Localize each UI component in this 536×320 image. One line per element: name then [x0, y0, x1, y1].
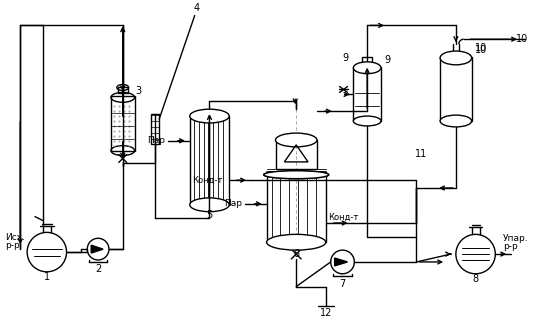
Ellipse shape — [440, 51, 472, 65]
Bar — [353, 67, 381, 121]
Bar — [440, 57, 472, 121]
Text: 9: 9 — [343, 53, 348, 63]
Polygon shape — [91, 245, 103, 253]
Bar — [111, 96, 135, 151]
Bar — [118, 87, 128, 93]
Text: 9: 9 — [384, 55, 390, 65]
Text: 10: 10 — [474, 45, 487, 55]
Text: 1: 1 — [44, 272, 50, 282]
Bar — [266, 172, 326, 242]
Bar — [151, 114, 159, 144]
Text: 10: 10 — [516, 34, 528, 44]
Bar — [276, 140, 317, 169]
Ellipse shape — [353, 116, 381, 126]
Ellipse shape — [190, 109, 229, 123]
Text: Пар: Пар — [224, 199, 242, 208]
Ellipse shape — [353, 62, 381, 74]
Text: Исх.: Исх. — [5, 233, 25, 242]
Text: 8: 8 — [473, 274, 479, 284]
Text: 2: 2 — [95, 264, 101, 274]
Text: 12: 12 — [319, 308, 332, 318]
Text: р-р: р-р — [503, 242, 518, 251]
Bar — [362, 57, 372, 63]
Text: 10: 10 — [474, 43, 487, 53]
Text: Конд-т: Конд-т — [327, 212, 358, 222]
Text: 6: 6 — [293, 249, 299, 259]
Ellipse shape — [190, 198, 229, 212]
Text: 11: 11 — [414, 148, 427, 158]
Polygon shape — [334, 258, 347, 266]
Ellipse shape — [264, 171, 329, 179]
Ellipse shape — [276, 133, 317, 147]
Bar — [190, 116, 229, 205]
Text: р-р: р-р — [5, 241, 20, 250]
Ellipse shape — [266, 234, 326, 250]
Text: Упар.: Упар. — [503, 234, 529, 243]
Text: 7: 7 — [339, 279, 346, 289]
Text: 4: 4 — [193, 3, 200, 12]
Text: 5: 5 — [206, 210, 213, 220]
Text: Пар: Пар — [147, 136, 165, 145]
Text: 3: 3 — [136, 86, 142, 96]
Ellipse shape — [440, 115, 472, 127]
Text: Конд-т: Конд-т — [192, 176, 222, 185]
